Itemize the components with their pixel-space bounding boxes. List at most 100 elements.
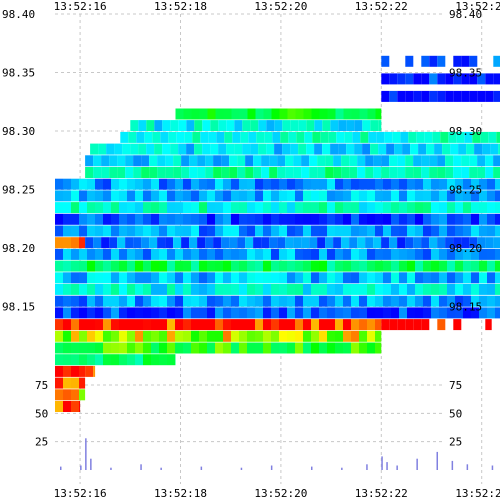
heatmap-cell [223,342,231,354]
heatmap-cell [87,213,95,225]
heatmap-cell [327,225,335,237]
heatmap-cell [357,155,366,167]
x-tick-label-bottom: 13:52:18 [154,487,207,500]
heatmap-cell [397,73,406,85]
heatmap-cell [423,295,431,307]
heatmap-cell [274,120,283,132]
heatmap-cell [184,131,193,143]
heatmap-cell [159,272,167,284]
heatmap-cell [327,319,335,331]
heatmap-cell [413,90,422,102]
heatmap-cell [479,295,487,307]
heatmap-cell [287,295,295,307]
heatmap-cell [85,237,94,249]
heatmap-cell [423,283,431,295]
volume-bar [140,464,142,470]
heatmap-cell [319,283,327,295]
heatmap-cell [264,131,273,143]
heatmap-cell [399,202,407,214]
heatmap-cell [191,178,199,190]
heatmap-cell [135,213,143,225]
heatmap-cell [317,155,326,167]
heatmap-cell [144,131,153,143]
heatmap-cell [383,283,391,295]
heatmap-cell [461,55,470,67]
heatmap-cell [469,90,478,102]
heatmap-cell [167,225,175,237]
heatmap-cell [335,178,343,190]
heatmap-cell [303,108,312,120]
heatmap-cell [367,307,375,319]
heatmap-cell [199,202,207,214]
price-tick-label-left: 98.35 [2,67,35,80]
heatmap-cell [359,260,367,272]
heatmap-cell [400,131,409,143]
heatmap-cell [95,354,103,366]
heatmap-cell [55,178,63,190]
heatmap-cell [439,307,447,319]
x-tick-label-bottom: 13:52:24 [455,487,500,500]
heatmap-cell [247,319,255,331]
heatmap-cell [407,202,415,214]
heatmap-cell [376,131,385,143]
heatmap-cell [207,248,215,260]
heatmap-cell [258,120,267,132]
heatmap-cell [421,319,430,331]
heatmap-cell [447,295,455,307]
heatmap-cell [103,260,111,272]
heatmap-cell [71,295,79,307]
heatmap-cell [130,120,139,132]
heatmap-cell [135,295,143,307]
heatmap-cell [181,237,190,249]
heatmap-cell [149,167,158,178]
heatmap-cell [327,108,336,120]
heatmap-cell [263,213,271,225]
heatmap-cell [431,272,439,284]
heatmap-cell [215,178,223,190]
heatmap-cell [287,108,296,120]
heatmap-cell [143,178,151,190]
heatmap-cell [95,225,103,237]
heatmap-cell [215,248,223,260]
heatmap-cell [325,155,334,167]
heatmap-cell [255,342,263,354]
heatmap-cell [359,202,367,214]
volume-bar [386,462,388,470]
heatmap-cell [375,190,383,202]
heatmap-cell [351,342,359,354]
heatmap-cell [485,155,494,167]
heatmap-cell [389,73,398,85]
heatmap-cell [471,178,479,190]
volume-bar [240,467,243,470]
heatmap-cell [335,260,343,272]
heatmap-cell [167,295,175,307]
heatmap-cell [343,342,351,354]
heatmap-cell [143,330,151,342]
heatmap-cell [253,237,262,249]
heatmap-cell [447,202,455,214]
heatmap-cell [170,143,179,155]
heatmap-cell [71,248,79,260]
heatmap-cell [287,330,295,342]
heatmap-cell [231,295,239,307]
heatmap-cell [247,248,255,260]
heatmap-cell [253,155,262,167]
volume-tick-label-right: 50 [449,407,462,420]
heatmap-cell [247,330,255,342]
heatmap-cell [463,272,471,284]
heatmap-cell [103,283,111,295]
heatmap-cell [199,342,207,354]
heatmap-cell [151,307,159,319]
heatmap-cell [383,190,391,202]
heatmap-cell [455,260,463,272]
heatmap-cell [226,143,235,155]
heatmap-cell [346,120,355,132]
heatmap-cell [351,330,359,342]
heatmap-cell [215,213,223,225]
heatmap-cell [447,178,455,190]
volume-bar [341,467,343,470]
heatmap-cell [327,190,335,202]
heatmap-cell [472,131,481,143]
price-tick-label-right: 98.25 [449,184,482,197]
heatmap-cell [199,330,207,342]
